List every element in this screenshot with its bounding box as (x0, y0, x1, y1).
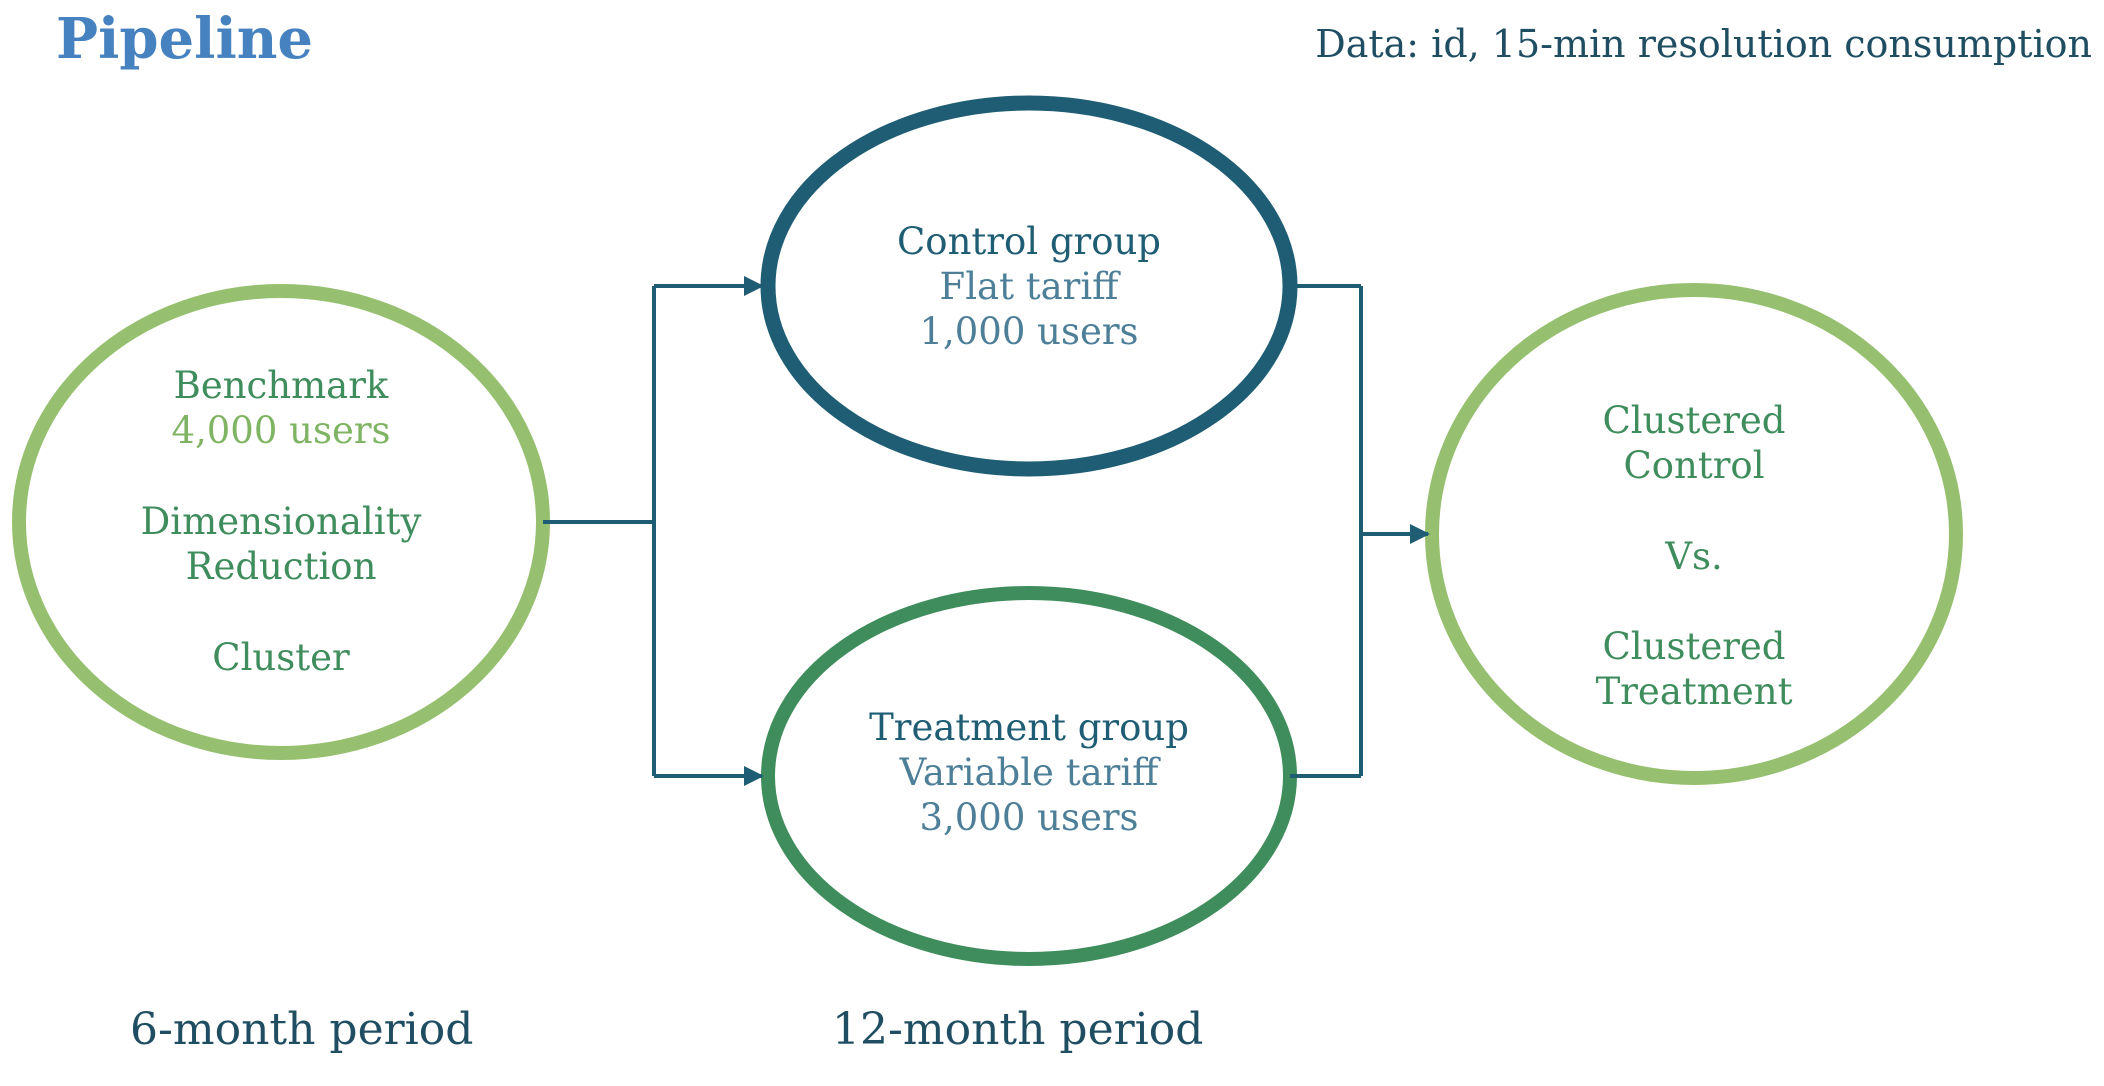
treatment-group-title: Treatment group (869, 706, 1189, 749)
period-label-6-month: 6-month period (130, 1004, 474, 1055)
control-group-title: Control group (896, 220, 1161, 263)
comparison-clustered-treatment-1: Clustered (1602, 625, 1786, 668)
comparison-clustered-control-1: Clustered (1602, 399, 1786, 442)
comparison-clustered-treatment-2: Treatment (1595, 670, 1793, 713)
period-label-12-month: 12-month period (832, 1004, 1204, 1055)
control-group-users: 1,000 users (919, 310, 1139, 353)
comparison-vs: Vs. (1665, 535, 1723, 578)
comparison-node (1425, 283, 1963, 785)
benchmark-step-dimensionality: Dimensionality (140, 500, 422, 543)
treatment-group-users: 3,000 users (919, 796, 1139, 839)
control-group-tariff: Flat tariff (939, 265, 1119, 308)
comparison-clustered-control-2: Control (1623, 444, 1765, 487)
benchmark-step-reduction: Reduction (185, 545, 377, 588)
page-title: Pipeline (56, 6, 314, 72)
benchmark-users: 4,000 users (171, 409, 391, 452)
data-note: Data: id, 15-min resolution consumption (1315, 22, 2092, 66)
treatment-group-tariff: Variable tariff (899, 751, 1159, 794)
benchmark-title: Benchmark (173, 364, 389, 407)
benchmark-step-cluster: Cluster (212, 636, 350, 679)
